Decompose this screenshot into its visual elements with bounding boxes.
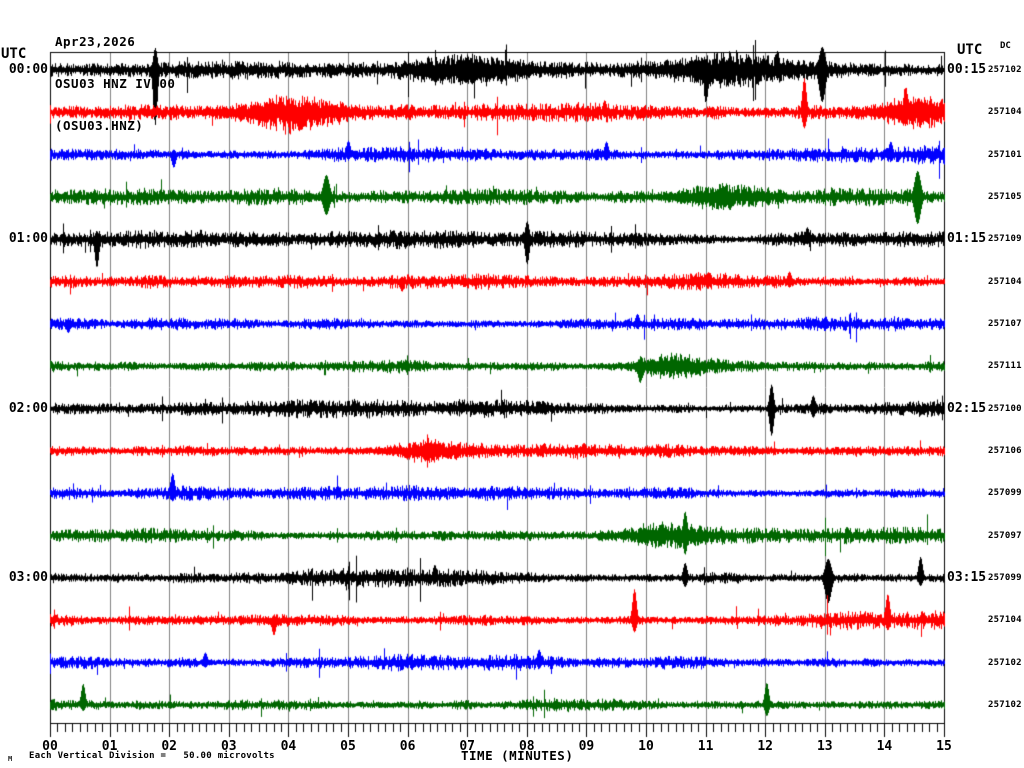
x-axis-title: TIME (MINUTES) bbox=[461, 748, 574, 763]
row-dc-value: 257104 bbox=[988, 276, 1022, 287]
x-tick-label: 11 bbox=[697, 739, 714, 754]
x-tick-label: 05 bbox=[340, 739, 356, 754]
x-tick-label: 04 bbox=[280, 739, 297, 754]
header-date: Apr23,2026 bbox=[55, 34, 136, 49]
row-dc-value: 257102 bbox=[988, 65, 1022, 75]
row-end-time-label: 02:15 bbox=[947, 400, 987, 416]
row-dc-value: 257099 bbox=[988, 488, 1022, 499]
logo-mark: M bbox=[8, 755, 13, 763]
row-dc-value: 257102 bbox=[988, 657, 1022, 668]
row-start-time-label: 00:00 bbox=[8, 62, 48, 77]
row-dc-value: 257104 bbox=[988, 107, 1022, 118]
row-end-time-label: 00:15 bbox=[947, 62, 987, 77]
row-dc-value: 257101 bbox=[988, 149, 1022, 160]
row-end-time-label: 01:15 bbox=[947, 231, 987, 247]
scale-note: Each Vertical Division = 50.00 microvolt… bbox=[29, 751, 275, 761]
x-tick-label: 13 bbox=[816, 739, 833, 754]
row-dc-value: 257104 bbox=[988, 615, 1022, 626]
row-dc-value: 257106 bbox=[988, 445, 1022, 456]
x-tick-label: 10 bbox=[638, 739, 654, 754]
left-axis-unit-label: UTC bbox=[1, 46, 27, 62]
x-tick-label: 00 bbox=[42, 739, 58, 754]
x-tick-label: 01 bbox=[101, 739, 118, 754]
x-tick-label: 02 bbox=[161, 739, 178, 754]
dc-column-header: DC bbox=[1000, 41, 1011, 51]
row-dc-value: 257100 bbox=[988, 403, 1022, 414]
x-tick-label: 12 bbox=[757, 739, 774, 754]
x-tick-label: 14 bbox=[876, 739, 893, 754]
row-dc-value: 257105 bbox=[988, 191, 1022, 202]
row-start-time-label: 03:00 bbox=[8, 569, 48, 585]
row-dc-value: 257102 bbox=[988, 699, 1022, 710]
row-start-time-label: 02:00 bbox=[8, 400, 48, 416]
x-tick-label: 03 bbox=[220, 739, 237, 754]
x-tick-label: 08 bbox=[518, 739, 535, 754]
header-channel: (OSU03.HNZ) bbox=[55, 118, 144, 133]
header-station: OSU03 HNZ IV 00 bbox=[55, 76, 176, 91]
row-start-time-label: 01:00 bbox=[8, 231, 48, 247]
row-dc-value: 257107 bbox=[988, 318, 1022, 329]
row-dc-value: 257099 bbox=[988, 572, 1022, 583]
right-axis-unit-label: UTC bbox=[957, 42, 983, 58]
row-dc-value: 257109 bbox=[988, 234, 1022, 245]
x-tick-label: 09 bbox=[578, 739, 595, 754]
row-dc-value: 257111 bbox=[988, 361, 1022, 372]
row-end-time-label: 03:15 bbox=[947, 569, 987, 585]
x-tick-label: 06 bbox=[399, 739, 416, 754]
header-block: Apr23,2026 OSU03 HNZ IV 00 (OSU03.HNZ) bbox=[55, 7, 175, 161]
row-dc-value: 257097 bbox=[988, 530, 1022, 541]
x-tick-label: 15 bbox=[936, 739, 952, 754]
x-tick-label: 07 bbox=[459, 739, 476, 754]
